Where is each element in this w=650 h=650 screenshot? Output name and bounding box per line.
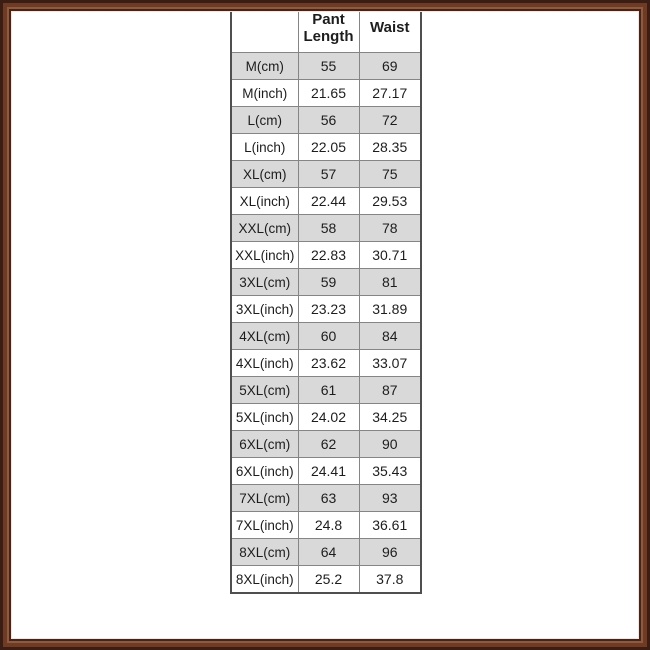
waist-cell: 30.71 — [358, 241, 422, 269]
waist-cell: 34.25 — [358, 403, 422, 431]
pant-length-cell: 61 — [297, 376, 360, 404]
pant-length-cell: 24.02 — [297, 403, 360, 431]
table-row: XL(inch) 22.44 29.53 — [230, 187, 422, 215]
pant-length-cell: 60 — [297, 322, 360, 350]
pant-length-cell: 62 — [297, 430, 360, 458]
pant-length-cell: 57 — [297, 160, 360, 188]
waist-cell: 75 — [358, 160, 422, 188]
table-row: 7XL(cm) 63 93 — [230, 484, 422, 512]
pant-length-cell: 22.05 — [297, 133, 360, 161]
table-row: 7XL(inch) 24.8 36.61 — [230, 511, 422, 539]
table-row: L(cm) 56 72 — [230, 106, 422, 134]
waist-cell: 84 — [358, 322, 422, 350]
table-row: 8XL(cm) 64 96 — [230, 538, 422, 566]
table-row: XL(cm) 57 75 — [230, 160, 422, 188]
size-label-cell: M(inch) — [230, 79, 299, 107]
size-label-cell: 7XL(inch) — [230, 511, 299, 539]
waist-cell: 69 — [358, 52, 422, 80]
table-row: 5XL(cm) 61 87 — [230, 376, 422, 404]
pant-length-cell: 23.62 — [297, 349, 360, 377]
pant-length-cell: 64 — [297, 538, 360, 566]
header-row: Pant Length Waist — [230, 2, 422, 53]
size-label-cell: 4XL(cm) — [230, 322, 299, 350]
table-row: 6XL(cm) 62 90 — [230, 430, 422, 458]
table-row: XXL(inch) 22.83 30.71 — [230, 241, 422, 269]
size-label-cell: 7XL(cm) — [230, 484, 299, 512]
waist-column-header: Waist — [358, 2, 422, 53]
table-row: M(cm) 55 69 — [230, 52, 422, 80]
waist-cell: 27.17 — [358, 79, 422, 107]
size-label-cell: 6XL(cm) — [230, 430, 299, 458]
waist-cell: 93 — [358, 484, 422, 512]
size-label-cell: XL(inch) — [230, 187, 299, 215]
waist-cell: 81 — [358, 268, 422, 296]
waist-cell: 28.35 — [358, 133, 422, 161]
size-label-cell: XL(cm) — [230, 160, 299, 188]
waist-cell: 37.8 — [358, 565, 422, 594]
waist-cell: 78 — [358, 214, 422, 242]
pant-length-cell: 25.2 — [297, 565, 360, 594]
waist-cell: 72 — [358, 106, 422, 134]
table-row: 3XL(inch) 23.23 31.89 — [230, 295, 422, 323]
waist-cell: 87 — [358, 376, 422, 404]
table-row: 3XL(cm) 59 81 — [230, 268, 422, 296]
pant-length-column-header: Pant Length — [297, 2, 360, 53]
pant-length-cell: 55 — [297, 52, 360, 80]
waist-cell: 96 — [358, 538, 422, 566]
size-label-cell: 8XL(inch) — [230, 565, 299, 594]
table-row: 4XL(inch) 23.62 33.07 — [230, 349, 422, 377]
size-label-cell: 8XL(cm) — [230, 538, 299, 566]
table-row: 5XL(inch) 24.02 34.25 — [230, 403, 422, 431]
table-row: L(inch) 22.05 28.35 — [230, 133, 422, 161]
size-label-cell: L(cm) — [230, 106, 299, 134]
pant-length-cell: 24.41 — [297, 457, 360, 485]
pant-length-cell: 58 — [297, 214, 360, 242]
pant-length-cell: 22.44 — [297, 187, 360, 215]
pant-length-cell: 59 — [297, 268, 360, 296]
size-label-cell: XXL(inch) — [230, 241, 299, 269]
waist-cell: 90 — [358, 430, 422, 458]
size-label-cell: M(cm) — [230, 52, 299, 80]
size-label-cell: 3XL(cm) — [230, 268, 299, 296]
pant-length-cell: 22.83 — [297, 241, 360, 269]
corner-header-cell — [230, 2, 299, 53]
size-label-cell: 3XL(inch) — [230, 295, 299, 323]
pant-length-cell: 63 — [297, 484, 360, 512]
size-label-cell: 6XL(inch) — [230, 457, 299, 485]
size-label-cell: 5XL(inch) — [230, 403, 299, 431]
size-label-cell: XXL(cm) — [230, 214, 299, 242]
table-body: M(cm) 55 69 M(inch) 21.65 27.17 L(cm) 56… — [230, 52, 422, 594]
waist-cell: 35.43 — [358, 457, 422, 485]
pant-length-cell: 21.65 — [297, 79, 360, 107]
table-row: XXL(cm) 58 78 — [230, 214, 422, 242]
size-label-cell: L(inch) — [230, 133, 299, 161]
pant-length-cell: 56 — [297, 106, 360, 134]
size-chart-table: Pant Length Waist M(cm) 55 69 M(inch) 21… — [230, 2, 422, 594]
waist-cell: 29.53 — [358, 187, 422, 215]
table-row: 4XL(cm) 60 84 — [230, 322, 422, 350]
waist-cell: 33.07 — [358, 349, 422, 377]
waist-cell: 31.89 — [358, 295, 422, 323]
table-row: 6XL(inch) 24.41 35.43 — [230, 457, 422, 485]
pant-length-cell: 23.23 — [297, 295, 360, 323]
table-header: Pant Length Waist — [230, 2, 422, 53]
size-label-cell: 5XL(cm) — [230, 376, 299, 404]
waist-cell: 36.61 — [358, 511, 422, 539]
table-row: M(inch) 21.65 27.17 — [230, 79, 422, 107]
table-row: 8XL(inch) 25.2 37.8 — [230, 565, 422, 594]
pant-length-cell: 24.8 — [297, 511, 360, 539]
size-label-cell: 4XL(inch) — [230, 349, 299, 377]
